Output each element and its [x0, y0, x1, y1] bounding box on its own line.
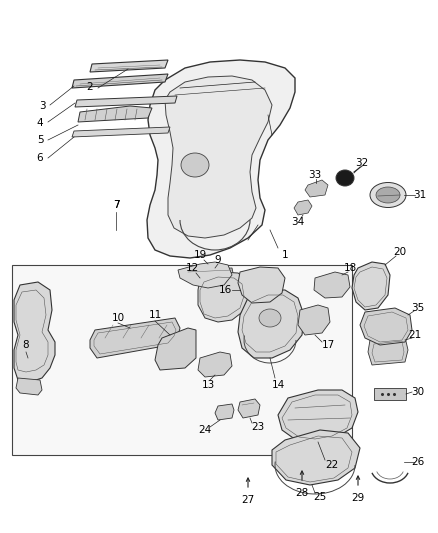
Text: 12: 12: [185, 263, 198, 273]
Text: 7: 7: [113, 200, 119, 210]
Polygon shape: [147, 60, 295, 258]
Polygon shape: [368, 337, 408, 365]
Text: 30: 30: [411, 387, 424, 397]
Text: 2: 2: [87, 82, 93, 92]
Polygon shape: [238, 399, 260, 418]
Text: 4: 4: [37, 118, 43, 128]
Polygon shape: [198, 272, 250, 322]
Polygon shape: [215, 404, 234, 420]
Text: 17: 17: [321, 340, 335, 350]
Polygon shape: [278, 390, 358, 442]
Text: 35: 35: [411, 303, 424, 313]
Polygon shape: [14, 282, 55, 382]
Ellipse shape: [336, 170, 354, 186]
Text: 27: 27: [241, 495, 254, 505]
Text: 14: 14: [272, 380, 285, 390]
Ellipse shape: [376, 187, 400, 203]
Polygon shape: [238, 290, 304, 358]
Text: 23: 23: [251, 422, 265, 432]
Polygon shape: [72, 74, 168, 88]
Polygon shape: [272, 430, 360, 485]
Polygon shape: [16, 378, 42, 395]
Text: 16: 16: [219, 285, 232, 295]
Text: 8: 8: [23, 340, 29, 350]
Text: 28: 28: [295, 488, 309, 498]
Text: 11: 11: [148, 310, 162, 320]
Text: 5: 5: [37, 135, 43, 145]
Polygon shape: [198, 352, 232, 377]
Text: 6: 6: [37, 153, 43, 163]
Text: 20: 20: [393, 247, 406, 257]
Polygon shape: [78, 106, 152, 122]
Text: 22: 22: [325, 460, 339, 470]
Text: 24: 24: [198, 425, 212, 435]
Polygon shape: [360, 308, 412, 345]
Polygon shape: [90, 60, 168, 72]
Text: 32: 32: [355, 158, 369, 168]
Polygon shape: [178, 262, 232, 288]
Polygon shape: [298, 305, 330, 335]
Text: 7: 7: [113, 200, 119, 210]
Polygon shape: [305, 180, 328, 197]
Polygon shape: [165, 76, 272, 238]
Polygon shape: [155, 328, 196, 370]
Polygon shape: [314, 272, 350, 298]
Text: 1: 1: [282, 250, 288, 260]
Polygon shape: [72, 127, 170, 137]
Polygon shape: [188, 268, 234, 280]
Bar: [12, 265, 352, 455]
Text: 18: 18: [343, 263, 357, 273]
Text: 3: 3: [39, 101, 45, 111]
Polygon shape: [90, 318, 180, 358]
Ellipse shape: [370, 182, 406, 207]
Text: 25: 25: [313, 492, 327, 502]
Ellipse shape: [181, 153, 209, 177]
Bar: [374, 388, 406, 400]
Text: 21: 21: [408, 330, 422, 340]
Polygon shape: [238, 267, 285, 303]
Text: 19: 19: [193, 250, 207, 260]
Text: 31: 31: [413, 190, 427, 200]
Text: 26: 26: [411, 457, 424, 467]
Text: 10: 10: [111, 313, 124, 323]
Polygon shape: [294, 200, 312, 215]
Text: 29: 29: [351, 493, 364, 503]
Text: 33: 33: [308, 170, 321, 180]
Ellipse shape: [259, 309, 281, 327]
Text: 34: 34: [291, 217, 304, 227]
Polygon shape: [75, 96, 177, 107]
Polygon shape: [352, 262, 390, 310]
Text: 9: 9: [215, 255, 221, 265]
Text: 13: 13: [201, 380, 215, 390]
